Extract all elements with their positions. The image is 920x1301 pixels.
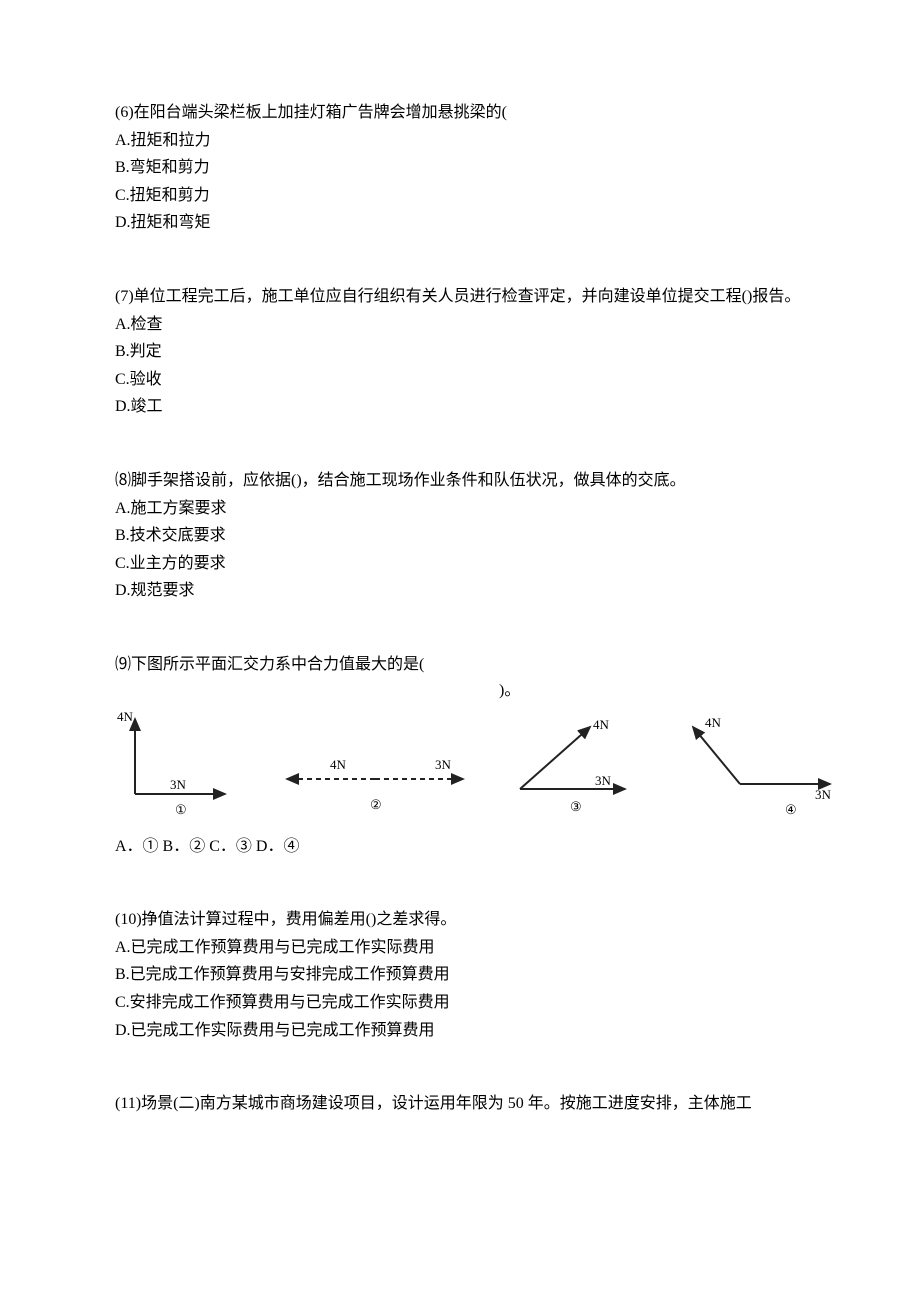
question-8-option-b: B.技术交底要求: [115, 523, 805, 549]
question-6-option-d: D.扭矩和弯矩: [115, 210, 805, 236]
question-9-stem-suffix: )。: [499, 682, 520, 699]
question-9-stem: ⑼下图所示平面汇交力系中合力值最大的是( )。: [115, 652, 805, 703]
figure-3-x-label: 3N: [595, 773, 612, 788]
question-9: ⑼下图所示平面汇交力系中合力值最大的是( )。 4N 3N ①: [115, 652, 805, 859]
question-9-figures: 4N 3N ① 4N 3N ②: [115, 709, 805, 828]
question-9-options: A．① B．② C．③ D．④: [115, 834, 805, 860]
question-11: (11)场景(二)南方某城市商场建设项目，设计运用年限为 50 年。按施工进度安…: [115, 1091, 805, 1117]
exam-page: (6)在阳台端头梁栏板上加挂灯箱广告牌会增加悬挑梁的( A.扭矩和拉力 B.弯矩…: [0, 0, 920, 1301]
figure-4: 4N 3N ④: [675, 709, 845, 828]
figure-3-svg: 4N 3N ③: [495, 709, 655, 819]
figure-4-caption: ④: [785, 802, 797, 817]
question-10-option-b: B.已完成工作预算费用与安排完成工作预算费用: [115, 962, 805, 988]
question-6-option-b: B.弯矩和剪力: [115, 155, 805, 181]
question-7-option-c: C.验收: [115, 367, 805, 393]
figure-3-diag-label: 4N: [593, 717, 610, 732]
question-11-stem: (11)场景(二)南方某城市商场建设项目，设计运用年限为 50 年。按施工进度安…: [115, 1091, 805, 1117]
question-7-option-b: B.判定: [115, 339, 805, 365]
question-10-option-d: D.已完成工作实际费用与已完成工作预算费用: [115, 1018, 805, 1044]
question-7-option-a: A.检查: [115, 312, 805, 338]
figure-3: 4N 3N ③: [495, 709, 655, 828]
question-6-option-a: A.扭矩和拉力: [115, 128, 805, 154]
figure-2-svg: 4N 3N ②: [275, 709, 475, 819]
question-6-option-c: C.扭矩和剪力: [115, 183, 805, 209]
question-7-stem: (7)单位工程完工后，施工单位应自行组织有关人员进行检查评定，并向建设单位提交工…: [115, 284, 805, 310]
question-8: ⑻脚手架搭设前，应依据()，结合施工现场作业条件和队伍状况，做具体的交底。 A.…: [115, 468, 805, 604]
figure-1-svg: 4N 3N ①: [115, 709, 255, 819]
question-10-option-c: C.安排完成工作预算费用与已完成工作实际费用: [115, 990, 805, 1016]
question-9-stem-prefix: ⑼下图所示平面汇交力系中合力值最大的是(: [115, 656, 424, 673]
figure-2-right-label: 3N: [435, 757, 452, 772]
question-6: (6)在阳台端头梁栏板上加挂灯箱广告牌会增加悬挑梁的( A.扭矩和拉力 B.弯矩…: [115, 100, 805, 236]
figure-1-y-label: 4N: [117, 709, 134, 724]
question-8-option-d: D.规范要求: [115, 578, 805, 604]
question-10: (10)挣值法计算过程中，费用偏差用()之差求得。 A.已完成工作预算费用与已完…: [115, 907, 805, 1043]
question-10-option-a: A.已完成工作预算费用与已完成工作实际费用: [115, 935, 805, 961]
question-7: (7)单位工程完工后，施工单位应自行组织有关人员进行检查评定，并向建设单位提交工…: [115, 284, 805, 420]
question-7-option-d: D.竣工: [115, 394, 805, 420]
figure-1-caption: ①: [175, 802, 187, 817]
figure-3-caption: ③: [570, 799, 582, 814]
figure-2-caption: ②: [370, 797, 382, 812]
question-6-stem: (6)在阳台端头梁栏板上加挂灯箱广告牌会增加悬挑梁的(: [115, 100, 805, 126]
figure-4-svg: 4N 3N ④: [675, 709, 845, 819]
figure-4-x-label: 3N: [815, 787, 832, 802]
figure-1-x-label: 3N: [170, 777, 187, 792]
figure-1: 4N 3N ①: [115, 709, 255, 828]
question-8-stem: ⑻脚手架搭设前，应依据()，结合施工现场作业条件和队伍状况，做具体的交底。: [115, 468, 805, 494]
figure-2: 4N 3N ②: [275, 709, 475, 828]
figure-2-left-label: 4N: [330, 757, 347, 772]
question-8-option-a: A.施工方案要求: [115, 496, 805, 522]
figure-4-diag-label: 4N: [705, 715, 722, 730]
question-8-option-c: C.业主方的要求: [115, 551, 805, 577]
question-10-stem: (10)挣值法计算过程中，费用偏差用()之差求得。: [115, 907, 805, 933]
